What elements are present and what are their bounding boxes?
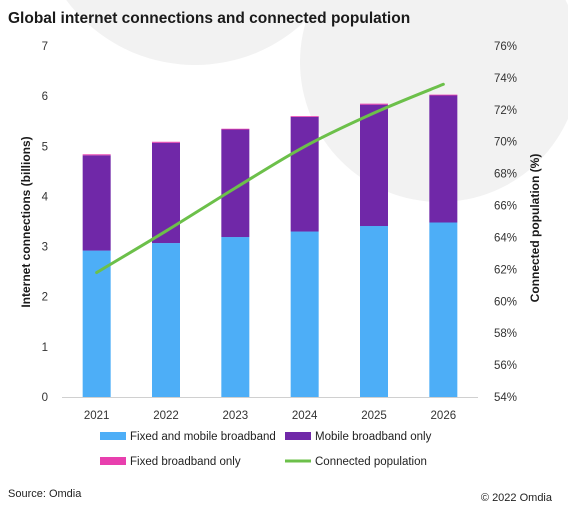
bar-fixed-broadband-only-2026: [429, 94, 458, 96]
legend-item-mobile-broadband-only: Mobile broadband only: [285, 431, 432, 443]
legend-item-fixed-broadband-only: Fixed broadband only: [100, 456, 241, 468]
y2-tick-label: 62%: [494, 264, 517, 276]
x-axis-ticks: 2021 2022 2023 2024 2025 2026: [84, 410, 456, 422]
chart-title: Global internet connections and connecte…: [8, 10, 410, 27]
legend-label: Connected population: [315, 456, 427, 468]
y2-tick-label: 54%: [494, 392, 517, 404]
y-axis-title: Internet connections (billions): [19, 136, 33, 307]
bar-fixed-broadband-only-2025: [360, 103, 388, 105]
legend-swatch: [100, 457, 126, 465]
bar-mobile-broadband-only-2021: [82, 155, 111, 251]
bar-fixed-and-mobile-broadband-2024: [290, 231, 319, 397]
left-axis-ticks: 0 1 2 3 4 5 6 7: [42, 41, 49, 404]
legend-item-connected-population: Connected population: [285, 456, 427, 468]
y-tick-label: 5: [42, 141, 48, 153]
y-tick-label: 3: [42, 242, 48, 254]
right-axis-ticks: 54% 56% 58% 60% 62% 64% 66% 68% 70% 72% 74% 76%: [494, 41, 517, 404]
y-tick-label: 7: [42, 41, 48, 53]
bar-fixed-and-mobile-broadband-2023: [221, 237, 250, 397]
background-circle-top: [66, 0, 324, 65]
y2-tick-label: 76%: [494, 41, 517, 53]
line-layer: [95, 82, 445, 275]
x-tick-label: 2022: [153, 410, 179, 422]
y-tick-label: 4: [42, 191, 49, 203]
y2-tick-label: 68%: [494, 169, 517, 181]
legend-swatch: [285, 432, 311, 440]
line-connected-population: [95, 82, 445, 275]
bar-fixed-broadband-only-2024: [290, 116, 319, 117]
legend-label: Fixed and mobile broadband: [130, 431, 276, 443]
y2-tick-label: 72%: [494, 105, 517, 117]
x-tick-label: 2026: [431, 410, 457, 422]
legend: Fixed and mobile broadband Mobile broadba…: [100, 431, 432, 468]
bar-fixed-and-mobile-broadband-2021: [82, 250, 111, 397]
x-tick-label: 2024: [292, 410, 318, 422]
x-tick-label: 2021: [84, 410, 110, 422]
source-note: Source: Omdia: [8, 488, 82, 500]
legend-label: Fixed broadband only: [130, 456, 241, 468]
bar-mobile-broadband-only-2022: [152, 142, 180, 244]
y2-tick-label: 70%: [494, 137, 517, 149]
x-tick-label: 2025: [361, 410, 387, 422]
legend-item-fixed-and-mobile-broadband: Fixed and mobile broadband: [100, 431, 276, 443]
legend-label: Mobile broadband only: [315, 431, 432, 443]
y2-tick-label: 74%: [494, 73, 517, 85]
y-tick-label: 2: [42, 292, 48, 304]
copyright-note: © 2022 Omdia: [481, 492, 553, 504]
bar-mobile-broadband-only-2024: [290, 116, 319, 232]
y-tick-label: 6: [42, 91, 48, 103]
bar-fixed-broadband-only-2021: [82, 154, 111, 156]
y2-axis-title: Connected population (%): [528, 154, 542, 303]
bar-fixed-broadband-only-2022: [152, 141, 180, 143]
bar-fixed-broadband-only-2023: [221, 128, 250, 130]
y2-tick-label: 56%: [494, 360, 517, 372]
x-tick-label: 2023: [223, 410, 249, 422]
legend-swatch: [100, 432, 126, 440]
y2-tick-label: 60%: [494, 296, 517, 308]
bar-mobile-broadband-only-2025: [360, 104, 388, 227]
y-tick-label: 1: [42, 342, 48, 354]
y2-tick-label: 66%: [494, 201, 517, 213]
bars: [82, 94, 458, 397]
y-tick-label: 0: [42, 392, 48, 404]
bar-fixed-and-mobile-broadband-2022: [152, 243, 180, 397]
y2-tick-label: 58%: [494, 328, 517, 340]
bar-fixed-and-mobile-broadband-2025: [360, 226, 388, 397]
bar-mobile-broadband-only-2026: [429, 95, 458, 223]
y2-tick-label: 64%: [494, 232, 517, 244]
bar-fixed-and-mobile-broadband-2026: [429, 222, 458, 397]
